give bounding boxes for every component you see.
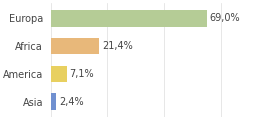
Bar bbox=[51, 10, 207, 27]
Text: 2,4%: 2,4% bbox=[59, 97, 83, 107]
Text: 7,1%: 7,1% bbox=[69, 69, 94, 79]
Text: 21,4%: 21,4% bbox=[102, 41, 133, 51]
Bar bbox=[51, 38, 99, 54]
Bar bbox=[51, 66, 67, 82]
Text: 69,0%: 69,0% bbox=[210, 13, 240, 23]
Bar bbox=[51, 93, 56, 110]
